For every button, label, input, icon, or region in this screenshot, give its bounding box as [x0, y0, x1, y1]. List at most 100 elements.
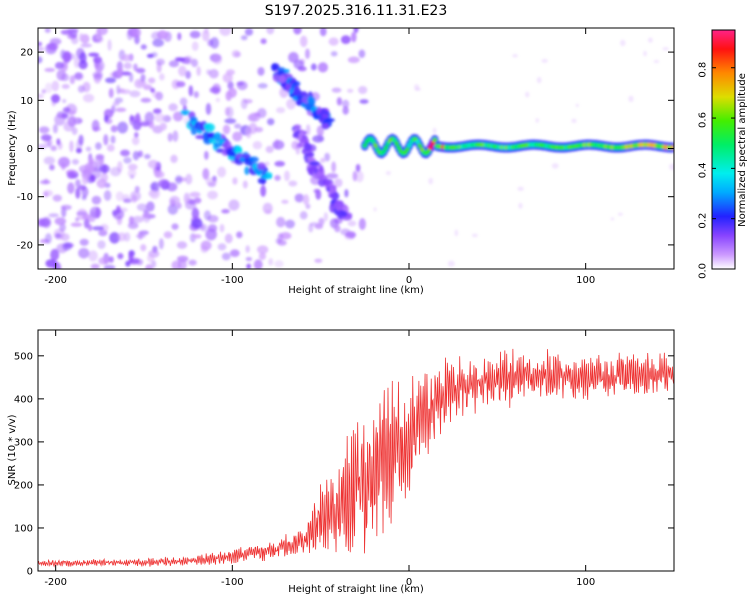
heatmap-cell — [252, 140, 263, 150]
heatmap-cell — [185, 70, 191, 80]
heatmap-cell — [217, 243, 227, 251]
heatmap-cell — [108, 87, 114, 99]
heatmap-cell — [40, 134, 52, 142]
heatmap-cell — [92, 71, 103, 78]
heatmap-cell — [257, 245, 269, 254]
heatmap-cell — [318, 217, 325, 226]
heatmap-cell — [575, 103, 579, 108]
colorbar-ticks: 0.0 0.2 0.4 0.6 0.8 — [698, 62, 735, 279]
heatmap-cell — [143, 153, 151, 160]
heatmap-cell — [221, 252, 231, 261]
heatmap-cell — [344, 189, 349, 198]
heatmap-cell — [125, 260, 131, 267]
heatmap-cell — [336, 97, 342, 106]
heatmap-cell — [205, 177, 218, 186]
bottom-x-tick-label: 100 — [576, 577, 595, 588]
heatmap-cell — [142, 84, 153, 91]
heatmap-cell — [373, 207, 377, 212]
heatmap-cell — [185, 173, 193, 185]
heatmap-cell — [52, 194, 62, 202]
heatmap-cell — [210, 37, 220, 49]
heatmap-cell — [54, 217, 67, 226]
heatmap-cell — [353, 28, 359, 34]
heatmap-cell — [75, 148, 82, 154]
heatmap-cell — [91, 119, 100, 132]
heatmap-cell — [415, 139, 421, 145]
heatmap-cell — [68, 109, 76, 115]
heatmap-cell — [212, 54, 223, 65]
heatmap-cell — [167, 203, 179, 215]
heatmap-cell — [78, 60, 88, 70]
heatmap-cell — [189, 30, 201, 39]
heatmap-cell — [130, 190, 141, 202]
heatmap-cell — [120, 54, 132, 62]
heatmap-cell — [110, 125, 118, 133]
heatmap-cell — [73, 72, 85, 82]
heatmap-cell — [234, 123, 242, 129]
heatmap-cell — [54, 114, 66, 126]
heatmap-cell — [334, 178, 343, 188]
heatmap-cell — [88, 52, 100, 57]
heatmap-cell — [85, 146, 92, 152]
heatmap-cell — [193, 197, 202, 204]
heatmap-cell — [132, 150, 140, 161]
heatmap-cell — [256, 162, 266, 171]
heatmap-cell — [49, 164, 55, 171]
heatmap-cell — [320, 157, 326, 163]
heatmap-cell — [306, 152, 314, 158]
heatmap-cell — [293, 28, 302, 35]
heatmap-cell — [82, 214, 92, 220]
heatmap-cell — [267, 118, 275, 126]
heatmap-cell — [340, 35, 351, 44]
heatmap-cell — [62, 107, 71, 113]
heatmap-cell — [330, 51, 338, 57]
heatmap-cell — [571, 118, 577, 124]
colorbar-gradient — [712, 30, 735, 269]
heatmap-cell — [268, 258, 274, 266]
heatmap-cell — [62, 51, 72, 63]
heatmap-cell — [355, 170, 364, 183]
heatmap-cell — [156, 58, 165, 66]
heatmap-cell — [317, 62, 329, 73]
heatmap-cell — [99, 164, 110, 174]
heatmap-cell — [292, 95, 299, 102]
heatmap-cell — [413, 84, 420, 91]
heatmap-cell — [71, 127, 78, 135]
heatmap-cell — [177, 32, 182, 41]
colorbar: 0.0 0.2 0.4 0.6 0.8 Normalized spectral ampl… — [698, 29, 748, 279]
heatmap-cell — [432, 137, 438, 143]
heatmap-cell — [60, 233, 70, 242]
heatmap-cell — [137, 231, 143, 240]
heatmap-cell — [171, 223, 179, 230]
heatmap-cell — [272, 140, 285, 150]
heatmap-cell — [128, 72, 134, 83]
chart-title: S197.2025.316.11.31.E23 — [265, 3, 448, 19]
bottom-x-axis-label: Height of straight line (km) — [288, 584, 424, 595]
heatmap-cell — [109, 232, 120, 244]
heatmap-cell — [319, 28, 327, 37]
heatmap-cell — [260, 38, 267, 45]
heatmap-cell — [81, 186, 89, 198]
heatmap-cell — [328, 37, 339, 46]
heatmap-cell — [112, 101, 120, 107]
heatmap-cell — [326, 173, 339, 179]
heatmap-cell — [91, 195, 102, 205]
heatmap-cell — [50, 145, 57, 152]
heatmap-cell — [56, 138, 61, 146]
heatmap-cell — [301, 148, 307, 155]
heatmap-cell — [308, 96, 316, 106]
heatmap-cell — [191, 58, 198, 68]
heatmap-cell — [38, 56, 43, 64]
heatmap-cell — [158, 179, 170, 188]
heatmap-cell — [175, 175, 183, 185]
heatmap-cell — [145, 264, 153, 269]
heatmap-cell — [150, 87, 155, 93]
heatmap-cell — [51, 80, 60, 92]
heatmap-cell — [213, 132, 222, 141]
heatmap-cell — [67, 182, 75, 194]
top-y-tick-label: 20 — [20, 48, 33, 59]
heatmap-cell — [432, 127, 437, 134]
heatmap-cell — [43, 178, 49, 184]
heatmap-cell — [150, 181, 160, 193]
heatmap-cell — [84, 162, 94, 174]
